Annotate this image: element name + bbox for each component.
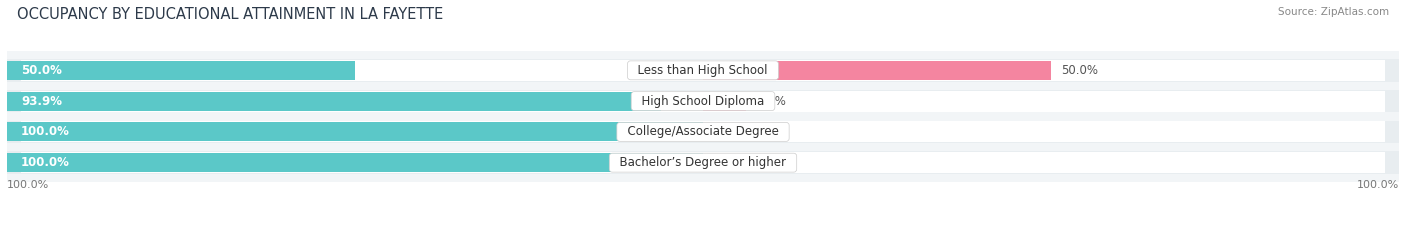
Text: 100.0%: 100.0% (21, 156, 70, 169)
Bar (703, 61, 1052, 80)
Bar (7, 92, 661, 111)
Bar (7, 59, 1399, 82)
Text: 6.2%: 6.2% (756, 95, 786, 108)
Text: 50.0%: 50.0% (1062, 64, 1098, 77)
Text: 100.0%: 100.0% (21, 125, 70, 138)
Text: 100.0%: 100.0% (7, 180, 49, 190)
Bar (7, 90, 1399, 113)
Bar (21, 121, 1385, 142)
Bar (703, 92, 747, 111)
Bar (7, 122, 703, 141)
Bar (7, 61, 354, 80)
Text: 0.0%: 0.0% (713, 125, 742, 138)
Bar (7, 153, 703, 172)
Bar (21, 91, 1385, 112)
Bar (21, 60, 1385, 81)
Text: 0.0%: 0.0% (713, 156, 742, 169)
Text: 100.0%: 100.0% (1357, 180, 1399, 190)
Text: College/Associate Degree: College/Associate Degree (620, 125, 786, 138)
Text: High School Diploma: High School Diploma (634, 95, 772, 108)
Text: Bachelor’s Degree or higher: Bachelor’s Degree or higher (612, 156, 794, 169)
Text: 50.0%: 50.0% (21, 64, 62, 77)
Text: Source: ZipAtlas.com: Source: ZipAtlas.com (1278, 7, 1389, 17)
Bar (7, 151, 1399, 174)
Text: Less than High School: Less than High School (630, 64, 776, 77)
Text: 93.9%: 93.9% (21, 95, 62, 108)
Text: OCCUPANCY BY EDUCATIONAL ATTAINMENT IN LA FAYETTE: OCCUPANCY BY EDUCATIONAL ATTAINMENT IN L… (17, 7, 443, 22)
Bar (21, 152, 1385, 173)
Bar (7, 120, 1399, 143)
